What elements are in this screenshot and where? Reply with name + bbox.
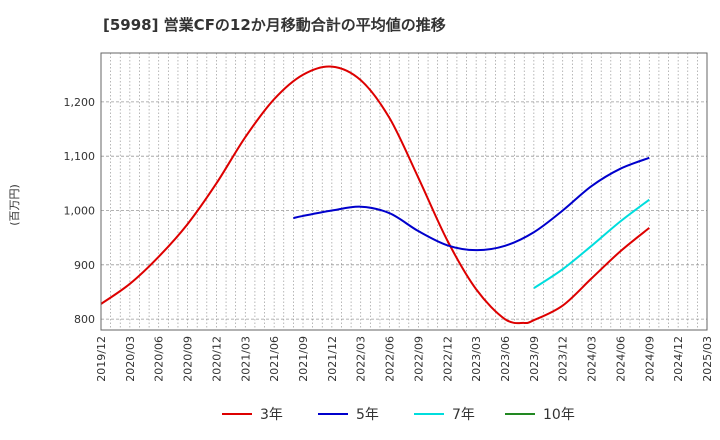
- grid: [101, 53, 707, 330]
- y-tick-label: 1,000: [64, 205, 96, 218]
- x-tick-label: 2020/12: [210, 336, 223, 382]
- y-axis-label: (百万円): [8, 184, 21, 226]
- y-tick-label: 800: [74, 313, 95, 326]
- x-tick-label: 2020/09: [182, 336, 195, 382]
- chart-title: [5998] 営業CFの12か月移動合計の平均値の推移: [103, 16, 446, 34]
- x-ticks: 2019/12 2020/03 2020/06 2020/09 2020/12 2021/…: [95, 336, 714, 382]
- y-tick-label: 1,100: [64, 150, 96, 163]
- x-tick-label: 2021/03: [239, 336, 252, 382]
- x-tick-label: 2021/06: [268, 336, 281, 382]
- x-tick-label: 2021/09: [297, 336, 310, 382]
- x-tick-label: 2019/12: [95, 336, 108, 382]
- x-tick-label: 2025/03: [701, 336, 714, 382]
- series-line-2: [293, 156, 650, 252]
- plot-frame: [100, 52, 708, 331]
- x-tick-label: 2022/12: [441, 336, 454, 382]
- y-ticks: 800 900 1,000 1,100 1,200: [64, 96, 96, 326]
- plot-area: [101, 53, 707, 330]
- series-layer: [100, 65, 650, 325]
- series-line-3: [533, 198, 650, 290]
- x-tick-label: 2022/06: [384, 336, 397, 382]
- x-tick-label: 2024/09: [643, 336, 656, 382]
- x-tick-label: 2023/12: [557, 336, 570, 382]
- x-tick-label: 2020/06: [153, 336, 166, 382]
- legend: 3年 5年 7年 10年: [222, 407, 575, 423]
- y-tick-label: 900: [74, 259, 95, 272]
- x-tick-label: 2022/09: [412, 336, 425, 382]
- legend-label: 5年: [356, 407, 379, 423]
- y-tick-label: 1,200: [64, 96, 96, 109]
- legend-label: 3年: [260, 407, 283, 423]
- x-tick-label: 2022/03: [355, 336, 368, 382]
- x-tick-label: 2023/06: [499, 336, 512, 382]
- x-tick-label: 2024/06: [614, 336, 627, 382]
- x-tick-label: 2023/03: [470, 336, 483, 382]
- x-tick-label: 2023/09: [528, 336, 541, 382]
- legend-label: 10年: [543, 407, 575, 423]
- x-tick-label: 2020/03: [124, 336, 137, 382]
- x-tick-label: 2024/03: [586, 336, 599, 382]
- series-line-1: [100, 65, 650, 325]
- x-tick-label: 2021/12: [326, 336, 339, 382]
- x-tick-label: 2024/12: [672, 336, 685, 382]
- legend-label: 7年: [452, 407, 475, 423]
